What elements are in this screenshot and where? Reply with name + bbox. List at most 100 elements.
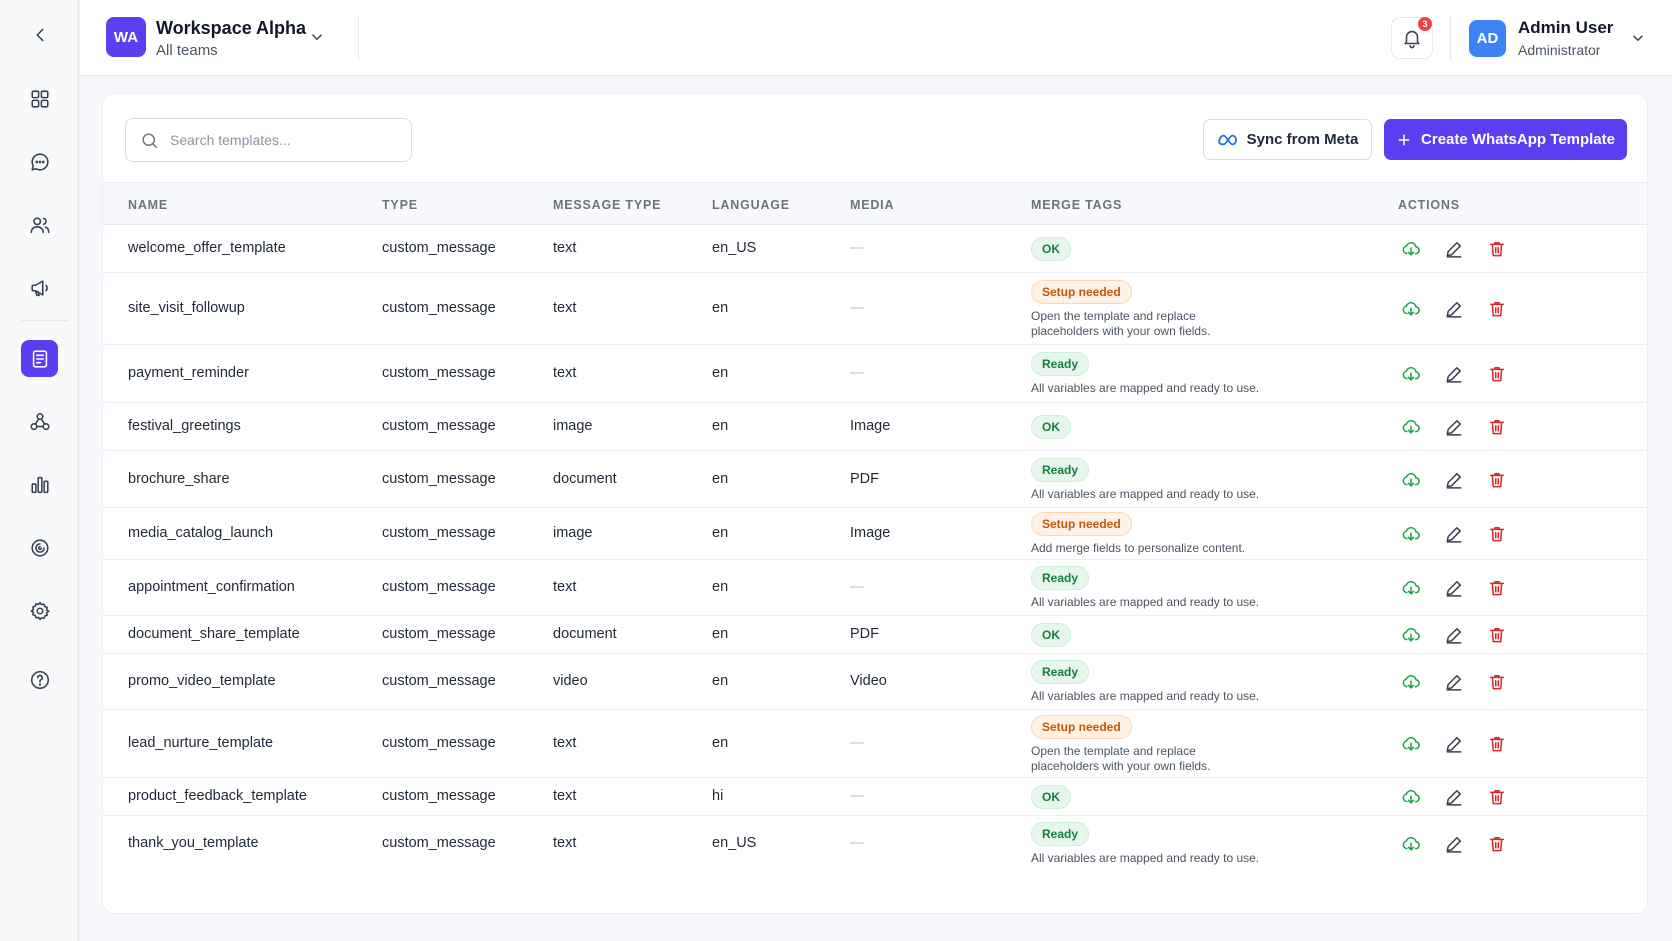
download-template-button[interactable] bbox=[1398, 731, 1424, 757]
table-row[interactable]: site_visit_followup custom_message text en —… bbox=[103, 273, 1647, 345]
table-row[interactable]: document_share_template custom_message doc… bbox=[103, 616, 1647, 654]
download-template-button[interactable] bbox=[1398, 575, 1424, 601]
download-template-button[interactable] bbox=[1398, 669, 1424, 695]
edit-template-button[interactable] bbox=[1441, 784, 1467, 810]
delete-template-button[interactable] bbox=[1484, 467, 1510, 493]
template-name[interactable]: document_share_template bbox=[128, 626, 300, 642]
collapse-sidebar-button[interactable] bbox=[21, 16, 58, 53]
table-row[interactable]: media_catalog_launch custom_message image e… bbox=[103, 508, 1647, 560]
nav-chat[interactable] bbox=[21, 143, 58, 180]
nav-analytics[interactable] bbox=[21, 466, 58, 503]
edit-template-button[interactable] bbox=[1441, 467, 1467, 493]
edit-template-button[interactable] bbox=[1441, 361, 1467, 387]
sync-from-meta-button[interactable]: Sync from Meta bbox=[1203, 119, 1372, 160]
user-name[interactable]: Admin User bbox=[1518, 18, 1614, 37]
table-row[interactable]: welcome_offer_template custom_message text… bbox=[103, 225, 1647, 273]
template-name[interactable]: brochure_share bbox=[128, 470, 230, 487]
delete-template-button[interactable] bbox=[1484, 731, 1510, 757]
workspace-avatar[interactable]: WA bbox=[106, 17, 146, 57]
search-box[interactable] bbox=[125, 118, 412, 162]
column-header-language[interactable]: LANGUAGE bbox=[712, 198, 790, 212]
delete-template-button[interactable] bbox=[1484, 575, 1510, 601]
delete-template-button[interactable] bbox=[1484, 622, 1510, 648]
nav-dashboard[interactable] bbox=[21, 80, 58, 117]
create-template-button[interactable]: Create WhatsApp Template bbox=[1384, 119, 1627, 160]
delete-template-button[interactable] bbox=[1484, 669, 1510, 695]
download-template-button[interactable] bbox=[1398, 521, 1424, 547]
header-divider bbox=[1450, 16, 1451, 60]
nav-integrations[interactable] bbox=[21, 529, 58, 566]
column-header-type[interactable]: TYPE bbox=[382, 198, 418, 212]
edit-template-button[interactable] bbox=[1441, 669, 1467, 695]
column-header-name[interactable]: NAME bbox=[128, 198, 169, 212]
edit-pencil-icon bbox=[1446, 242, 1462, 258]
download-template-button[interactable] bbox=[1398, 236, 1424, 262]
table-row[interactable]: thank_you_template custom_message text en_U… bbox=[103, 816, 1647, 872]
template-name[interactable]: welcome_offer_template bbox=[128, 240, 286, 256]
template-type: custom_message bbox=[382, 300, 496, 316]
delete-template-button[interactable] bbox=[1484, 831, 1510, 857]
template-media: Image bbox=[850, 525, 891, 541]
template-name[interactable]: thank_you_template bbox=[128, 835, 259, 851]
nav-workflows[interactable] bbox=[21, 403, 58, 440]
edit-template-button[interactable] bbox=[1441, 831, 1467, 857]
merge-status-badge: Ready bbox=[1031, 457, 1090, 482]
edit-template-button[interactable] bbox=[1441, 521, 1467, 547]
template-name[interactable]: lead_nurture_template bbox=[128, 735, 274, 751]
search-input[interactable] bbox=[170, 119, 405, 161]
column-header-media[interactable]: MEDIA bbox=[850, 198, 895, 212]
download-template-button[interactable] bbox=[1398, 622, 1424, 648]
edit-template-button[interactable] bbox=[1441, 414, 1467, 440]
template-language: en bbox=[712, 579, 729, 595]
cloud-download-icon bbox=[1402, 472, 1420, 487]
edit-template-button[interactable] bbox=[1441, 731, 1467, 757]
nav-contacts[interactable] bbox=[21, 206, 58, 243]
table-row[interactable]: product_feedback_template custom_message t… bbox=[103, 778, 1647, 816]
template-name[interactable]: payment_reminder bbox=[128, 365, 249, 381]
table-row[interactable]: brochure_share custom_message document en PD… bbox=[103, 451, 1647, 508]
delete-template-button[interactable] bbox=[1484, 784, 1510, 810]
merge-tags-cell: Ready All variables are mapped and ready … bbox=[1031, 822, 1261, 866]
user-avatar[interactable]: AD bbox=[1469, 20, 1506, 57]
user-menu-button[interactable] bbox=[1629, 29, 1647, 47]
column-header-message-type[interactable]: MESSAGE TYPE bbox=[553, 198, 662, 212]
cloud-download-icon bbox=[1402, 628, 1420, 642]
template-name[interactable]: product_feedback_template bbox=[128, 788, 307, 804]
template-name[interactable]: site_visit_followup bbox=[128, 300, 245, 316]
download-template-button[interactable] bbox=[1398, 296, 1424, 322]
delete-template-button[interactable] bbox=[1484, 361, 1510, 387]
table-row[interactable]: appointment_confirmation custom_message te… bbox=[103, 560, 1647, 616]
table-row[interactable]: promo_video_template custom_message video e… bbox=[103, 654, 1647, 710]
nav-campaigns[interactable] bbox=[21, 269, 58, 306]
template-name[interactable]: appointment_confirmation bbox=[128, 579, 295, 595]
workspace-name[interactable]: Workspace Alpha bbox=[156, 18, 307, 38]
edit-template-button[interactable] bbox=[1441, 575, 1467, 601]
settings-icon bbox=[30, 601, 49, 620]
delete-template-button[interactable] bbox=[1484, 414, 1510, 440]
table-row[interactable]: lead_nurture_template custom_message text e… bbox=[103, 710, 1647, 778]
workspace-switcher-button[interactable] bbox=[308, 28, 326, 46]
column-header-merge-tags[interactable]: MERGE TAGS bbox=[1031, 198, 1123, 212]
nav-help[interactable] bbox=[21, 661, 58, 698]
edit-template-button[interactable] bbox=[1441, 296, 1467, 322]
table-row[interactable]: payment_reminder custom_message text en — Rea… bbox=[103, 345, 1647, 403]
merge-status-note: All variables are mapped and ready to us… bbox=[1031, 689, 1260, 703]
template-message-type: text bbox=[553, 835, 577, 851]
nav-settings[interactable] bbox=[21, 592, 58, 629]
download-template-button[interactable] bbox=[1398, 831, 1424, 857]
delete-template-button[interactable] bbox=[1484, 521, 1510, 547]
delete-template-button[interactable] bbox=[1484, 296, 1510, 322]
template-type: custom_message bbox=[382, 735, 496, 751]
download-template-button[interactable] bbox=[1398, 467, 1424, 493]
nav-templates[interactable] bbox=[21, 340, 58, 377]
template-name[interactable]: media_catalog_launch bbox=[128, 525, 274, 541]
download-template-button[interactable] bbox=[1398, 784, 1424, 810]
template-name[interactable]: festival_greetings bbox=[128, 418, 241, 434]
download-template-button[interactable] bbox=[1398, 361, 1424, 387]
template-name[interactable]: promo_video_template bbox=[128, 673, 276, 689]
edit-template-button[interactable] bbox=[1441, 236, 1467, 262]
download-template-button[interactable] bbox=[1398, 414, 1424, 440]
table-row[interactable]: festival_greetings custom_message image en I… bbox=[103, 403, 1647, 451]
edit-template-button[interactable] bbox=[1441, 622, 1467, 648]
delete-template-button[interactable] bbox=[1484, 236, 1510, 262]
